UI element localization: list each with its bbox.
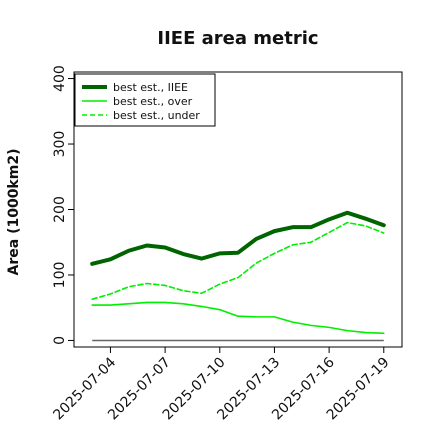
legend-box bbox=[74, 73, 216, 127]
y-axis-label: Area (1000km2) bbox=[6, 149, 22, 276]
y-tick-label: 400 bbox=[52, 65, 68, 92]
chart-title: IIEE area metric bbox=[157, 28, 318, 49]
y-tick-label: 300 bbox=[52, 131, 68, 158]
legend-label-0: best est., IIEE bbox=[113, 81, 188, 94]
series-line-0 bbox=[90, 210, 386, 266]
series-line-1 bbox=[91, 301, 385, 335]
y-tick-label: 200 bbox=[52, 196, 68, 223]
y-tick-label: 100 bbox=[52, 262, 68, 289]
legend-label-1: best est., over bbox=[113, 95, 193, 108]
legend-label-2: best est., under bbox=[113, 109, 200, 122]
series-line-2 bbox=[91, 221, 385, 301]
y-tick-label: 0 bbox=[52, 336, 68, 345]
